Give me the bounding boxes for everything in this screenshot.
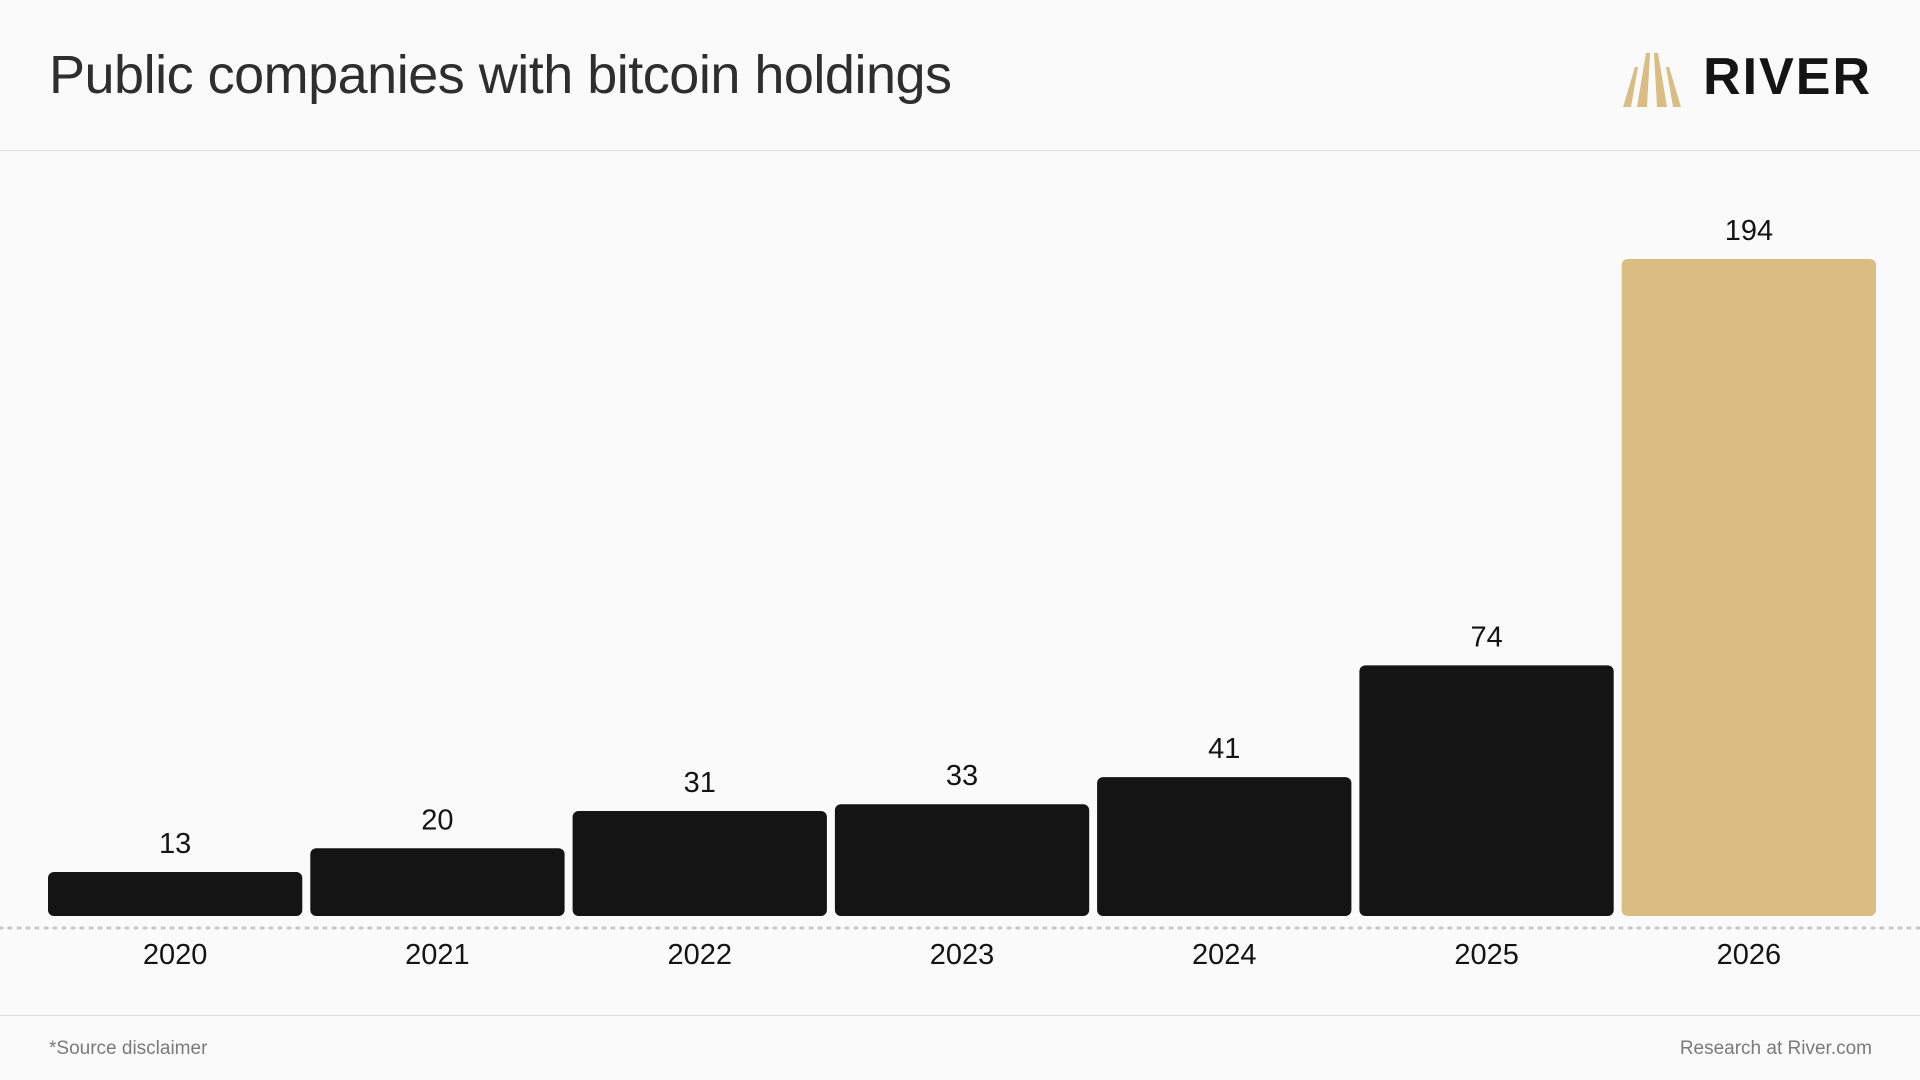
source-disclaimer: *Source disclaimer [49, 1038, 208, 1059]
research-credit[interactable]: Research at River.com [1679, 1038, 1872, 1059]
bar-2026[interactable] [1621, 259, 1876, 916]
x-tick-label-2020: 2020 [143, 939, 208, 971]
bar-2020[interactable] [48, 872, 303, 916]
chart-header: Public companies with bitcoin holdings R… [0, 0, 1920, 151]
bar-2021[interactable] [310, 848, 565, 916]
data-label-2025: 74 [1470, 621, 1502, 653]
river-logo-icon [1623, 53, 1682, 107]
bar-2023[interactable] [834, 804, 1090, 916]
bar-2024[interactable] [1097, 777, 1352, 916]
x-tick-label-2026: 2026 [1717, 939, 1782, 971]
x-tick-label-2023: 2023 [930, 939, 995, 971]
bar-2025[interactable] [1359, 665, 1614, 916]
data-label-2023: 33 [946, 760, 978, 792]
chart-title: Public companies with bitcoin holdings [49, 45, 952, 105]
bar-chart: 1320202020213120223320234120247420251942… [0, 215, 1920, 971]
brand-logo[interactable]: RIVER [1623, 46, 1872, 108]
data-label-2024: 41 [1208, 733, 1240, 765]
x-tick-label-2022: 2022 [667, 939, 732, 971]
chart-footer: *Source disclaimer Research at River.com [0, 1015, 1920, 1080]
x-tick-label-2025: 2025 [1454, 939, 1519, 971]
bar-2022[interactable] [572, 811, 827, 916]
data-label-2021: 20 [421, 804, 453, 836]
data-label-2022: 31 [684, 767, 716, 799]
brand-name: RIVER [1703, 48, 1872, 106]
x-tick-label-2024: 2024 [1192, 939, 1257, 971]
data-label-2026: 194 [1725, 215, 1773, 247]
data-label-2020: 13 [159, 828, 191, 860]
x-tick-label-2021: 2021 [405, 939, 470, 971]
